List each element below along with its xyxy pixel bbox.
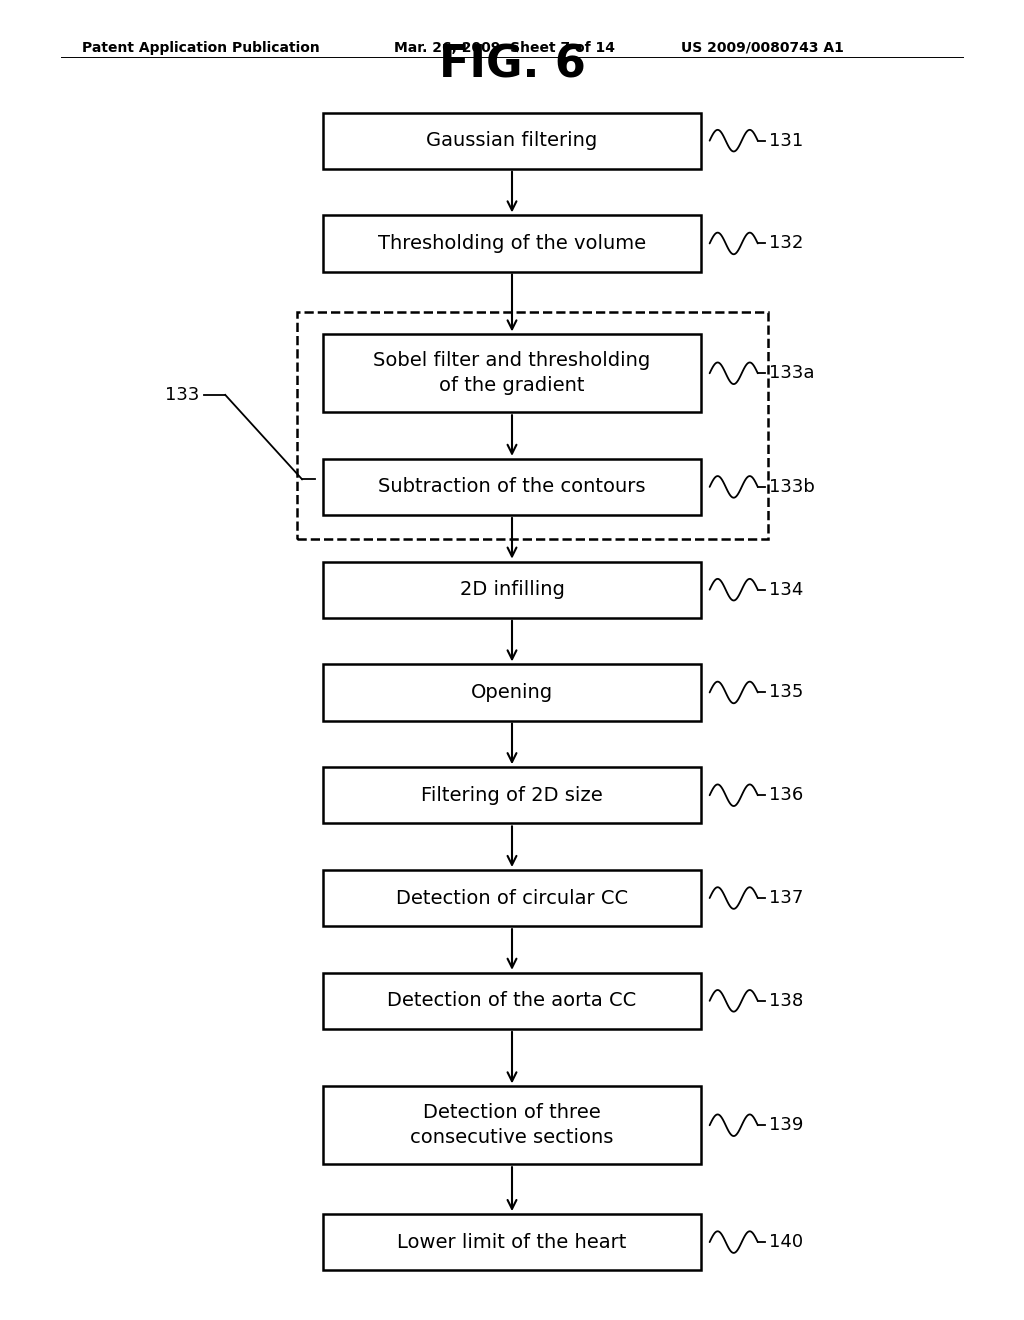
Text: Filtering of 2D size: Filtering of 2D size <box>421 785 603 805</box>
Text: 132: 132 <box>769 235 804 252</box>
Bar <box>323 112 701 169</box>
Bar <box>323 561 701 618</box>
Bar <box>323 767 701 824</box>
Text: 137: 137 <box>769 890 804 907</box>
Bar <box>297 312 768 539</box>
Text: 139: 139 <box>769 1117 804 1134</box>
Bar <box>323 664 701 721</box>
Bar <box>323 1214 701 1270</box>
Text: Lower limit of the heart: Lower limit of the heart <box>397 1233 627 1251</box>
Text: US 2009/0080743 A1: US 2009/0080743 A1 <box>681 41 844 54</box>
Text: Opening: Opening <box>471 682 553 702</box>
Text: 138: 138 <box>769 991 803 1010</box>
Text: Subtraction of the contours: Subtraction of the contours <box>378 478 646 496</box>
Text: Detection of three
consecutive sections: Detection of three consecutive sections <box>411 1104 613 1147</box>
Text: Thresholding of the volume: Thresholding of the volume <box>378 234 646 253</box>
Bar <box>323 973 701 1030</box>
Bar <box>323 334 701 412</box>
Bar <box>323 215 701 272</box>
Text: 2D infilling: 2D infilling <box>460 581 564 599</box>
Bar <box>323 870 701 927</box>
Bar <box>323 1086 701 1164</box>
Text: Patent Application Publication: Patent Application Publication <box>82 41 319 54</box>
Text: 133a: 133a <box>769 364 814 383</box>
Text: Mar. 26, 2009  Sheet 7 of 14: Mar. 26, 2009 Sheet 7 of 14 <box>394 41 615 54</box>
Text: 140: 140 <box>769 1233 803 1251</box>
Text: 133: 133 <box>165 385 200 404</box>
Text: Sobel filter and thresholding
of the gradient: Sobel filter and thresholding of the gra… <box>374 351 650 395</box>
Text: Gaussian filtering: Gaussian filtering <box>426 131 598 150</box>
Text: Detection of the aorta CC: Detection of the aorta CC <box>387 991 637 1010</box>
Text: 131: 131 <box>769 132 803 149</box>
Text: FIG. 6: FIG. 6 <box>438 44 586 86</box>
Text: 134: 134 <box>769 581 804 599</box>
Bar <box>323 459 701 515</box>
Text: 133b: 133b <box>769 478 815 496</box>
Text: Detection of circular CC: Detection of circular CC <box>396 888 628 908</box>
Text: 135: 135 <box>769 684 804 701</box>
Text: 136: 136 <box>769 787 803 804</box>
